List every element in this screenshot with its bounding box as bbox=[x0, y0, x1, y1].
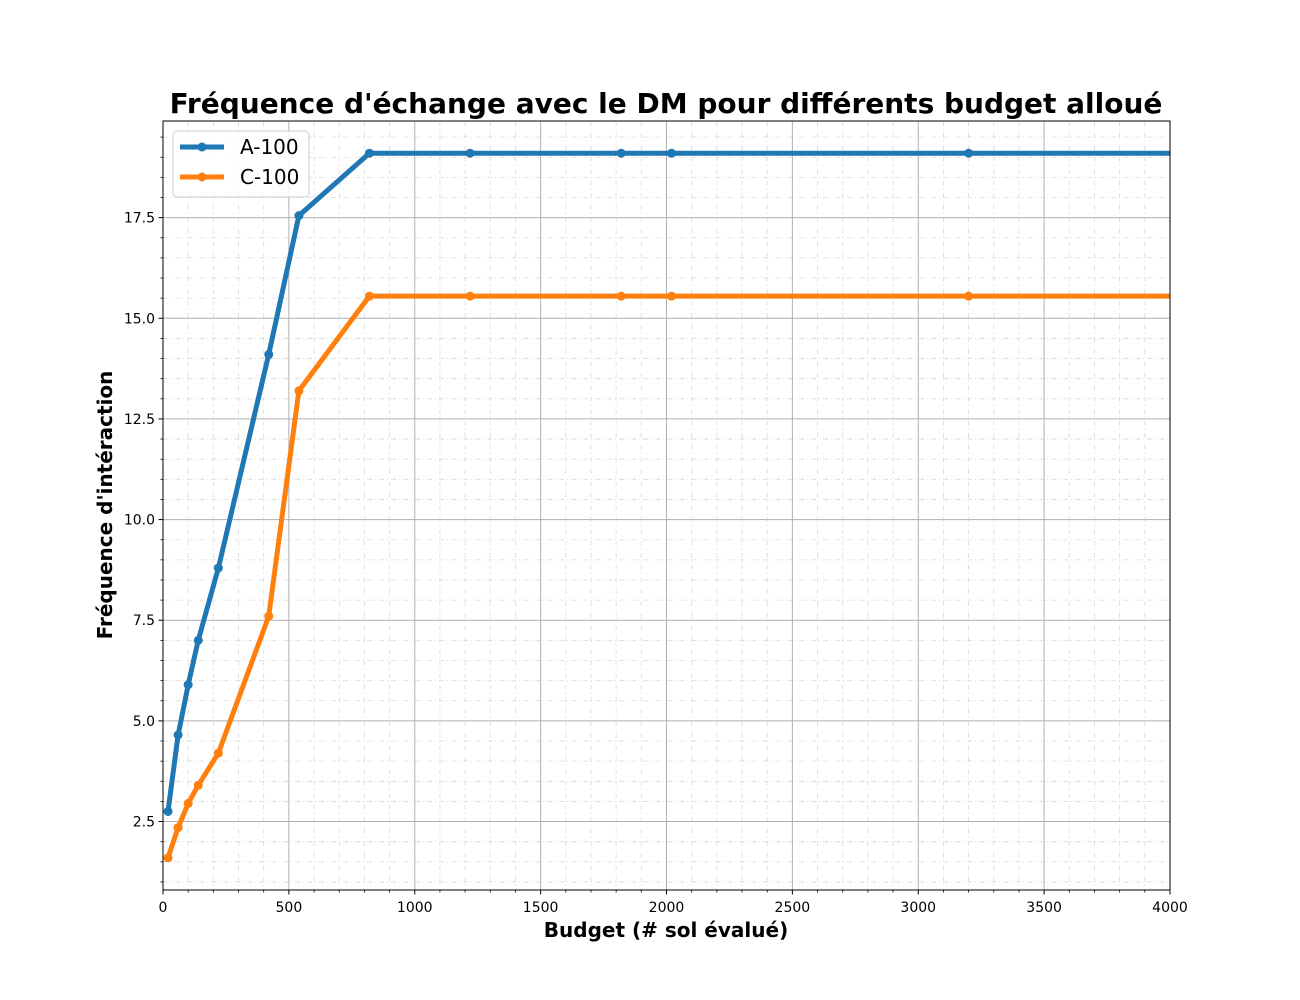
minor-grid bbox=[163, 121, 1170, 890]
y-axis-ticks: 2.5 5.0 7.5 10.0 12.5 15.0 17.5 bbox=[124, 136, 163, 883]
data-point-c-100 bbox=[616, 291, 626, 301]
y-tick-label: 2.5 bbox=[133, 815, 155, 831]
series-layer bbox=[163, 148, 1170, 863]
x-tick-label: 1500 bbox=[523, 900, 559, 916]
data-point-c-100 bbox=[667, 291, 677, 301]
chart-title: Fréquence d'échange avec le DM pour diff… bbox=[170, 87, 1163, 120]
data-point-c-100 bbox=[173, 823, 183, 833]
data-point-c-100 bbox=[364, 291, 374, 301]
data-point-c-100 bbox=[213, 748, 223, 758]
data-point-a-100 bbox=[163, 806, 173, 816]
data-point-c-100 bbox=[465, 291, 475, 301]
data-point-c-100 bbox=[294, 386, 304, 396]
x-tick-label: 3000 bbox=[900, 900, 936, 916]
x-tick-label: 2500 bbox=[775, 900, 811, 916]
data-point-a-100 bbox=[213, 563, 223, 573]
x-axis-ticks: 0 500 1000 1500 2000 2500 3000 3500 4000 bbox=[159, 890, 1188, 916]
legend-marker-c-100 bbox=[197, 172, 207, 182]
y-tick-label: 17.5 bbox=[124, 211, 155, 227]
data-point-a-100 bbox=[183, 680, 193, 690]
x-tick-label: 1000 bbox=[397, 900, 433, 916]
data-point-a-100 bbox=[964, 148, 974, 158]
data-point-c-100 bbox=[163, 853, 173, 863]
y-tick-label: 15.0 bbox=[124, 311, 155, 327]
legend-label-c-100: C-100 bbox=[240, 165, 299, 189]
data-point-a-100 bbox=[294, 211, 304, 221]
x-tick-label: 0 bbox=[159, 900, 168, 916]
y-axis-label: Fréquence d'intéraction bbox=[93, 371, 117, 640]
y-tick-label: 12.5 bbox=[124, 412, 155, 428]
x-tick-label: 2000 bbox=[649, 900, 685, 916]
data-point-a-100 bbox=[193, 635, 203, 645]
y-tick-label: 10.0 bbox=[124, 513, 155, 529]
legend: A-100 C-100 bbox=[172, 130, 310, 198]
data-point-a-100 bbox=[364, 148, 374, 158]
x-axis-label: Budget (# sol évalué) bbox=[544, 918, 788, 942]
y-tick-label: 5.0 bbox=[133, 714, 155, 730]
data-point-a-100 bbox=[173, 730, 183, 740]
data-point-c-100 bbox=[964, 291, 974, 301]
data-point-c-100 bbox=[193, 780, 203, 790]
data-point-c-100 bbox=[183, 798, 193, 808]
legend-label-a-100: A-100 bbox=[240, 135, 299, 159]
x-tick-label: 500 bbox=[276, 900, 303, 916]
x-tick-label: 3500 bbox=[1026, 900, 1062, 916]
data-point-a-100 bbox=[616, 148, 626, 158]
legend-marker-a-100 bbox=[197, 142, 207, 152]
x-tick-label: 4000 bbox=[1152, 900, 1188, 916]
data-point-a-100 bbox=[667, 148, 677, 158]
data-point-a-100 bbox=[465, 148, 475, 158]
data-point-c-100 bbox=[264, 611, 274, 621]
y-tick-label: 7.5 bbox=[133, 613, 155, 629]
data-point-a-100 bbox=[264, 350, 274, 360]
